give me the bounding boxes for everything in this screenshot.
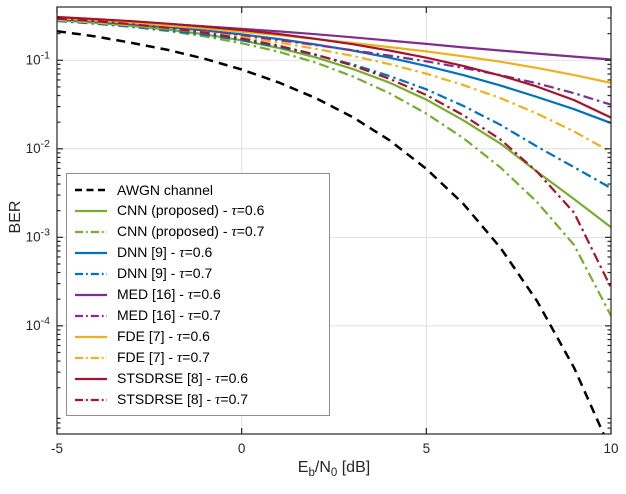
legend-label: STSDRSE [8] - τ=0.6	[117, 369, 249, 387]
legend-line-sample-med-tau06	[75, 293, 107, 296]
x-tick-label: 10	[603, 441, 618, 456]
series-dnn-tau06	[57, 18, 611, 125]
tau-symbol: τ	[187, 286, 194, 303]
x-label-sub-b: b	[308, 467, 315, 480]
tau-symbol: τ	[176, 328, 183, 345]
legend-line-sample-fde-tau07	[75, 356, 107, 359]
legend-label: STSDRSE [8] - τ=0.7	[117, 390, 249, 408]
legend-line-sample-stsdrse-tau06	[75, 377, 107, 380]
tau-symbol: τ	[187, 307, 194, 324]
legend-label: CNN (proposed) - τ=0.6	[117, 201, 265, 219]
y-tick-label: 10-3	[26, 226, 51, 244]
legend-item-med-tau06: MED [16] - τ=0.6	[74, 284, 325, 305]
legend-item-fde-tau07: FDE [7] - τ=0.7	[74, 347, 325, 368]
series-fde-tau07	[57, 18, 611, 153]
legend-line-sample-med-tau07	[75, 314, 107, 317]
axes-box	[56, 6, 612, 435]
legend-line-sample-dnn-tau06	[75, 251, 107, 254]
y-axis-label: BER	[7, 200, 24, 234]
x-label-part: [dB]	[337, 459, 371, 476]
x-tick-label: 0	[238, 441, 246, 456]
tau-symbol: τ	[176, 349, 183, 366]
series-dnn-tau07	[57, 19, 611, 190]
legend-line-sample-dnn-tau07	[75, 272, 107, 275]
legend-label: DNN [9] - τ=0.6	[117, 243, 213, 261]
y-tick-label: 10-2	[26, 138, 51, 156]
legend-item-awgn: AWGN channel	[74, 179, 325, 200]
legend-line-sample-cnn-tau07	[75, 230, 107, 233]
legend-label: MED [16] - τ=0.7	[117, 306, 221, 324]
y-tick-label: 10-1	[26, 49, 51, 67]
legend-label: CNN (proposed) - τ=0.7	[117, 222, 265, 240]
series-awgn	[57, 29, 605, 434]
tau-symbol: τ	[231, 202, 237, 219]
series-lines	[57, 15, 611, 434]
legend-item-med-tau07: MED [16] - τ=0.7	[74, 305, 325, 326]
series-cnn-tau07	[57, 19, 611, 317]
legend-line-sample-stsdrse-tau07	[75, 398, 107, 401]
legend-label: AWGN channel	[117, 181, 213, 198]
tau-symbol: τ	[231, 223, 237, 240]
series-med-tau07	[57, 18, 611, 106]
legend-item-cnn-tau07: CNN (proposed) - τ=0.7	[74, 221, 325, 242]
legend-item-dnn-tau07: DNN [9] - τ=0.7	[74, 263, 325, 284]
legend-label: MED [16] - τ=0.6	[117, 285, 221, 303]
x-tick-label: -5	[51, 441, 63, 456]
legend-label: DNN [9] - τ=0.7	[117, 264, 213, 282]
tick-marks	[56, 7, 612, 434]
x-axis-label: Eb/N0 [dB]	[57, 459, 611, 479]
legend-item-dnn-tau06: DNN [9] - τ=0.6	[74, 242, 325, 263]
legend-label: FDE [7] - τ=0.7	[117, 348, 210, 366]
legend-line-sample-cnn-tau06	[75, 209, 107, 212]
legend: AWGN channel CNN (proposed) - τ=0.6 CNN (p…	[66, 173, 330, 416]
legend-label: FDE [7] - τ=0.6	[117, 327, 210, 345]
legend-item-stsdrse-tau07: STSDRSE [8] - τ=0.7	[74, 389, 325, 410]
legend-item-fde-tau06: FDE [7] - τ=0.6	[74, 326, 325, 347]
x-label-part: E	[297, 459, 309, 476]
legend-line-sample-fde-tau06	[75, 335, 107, 338]
series-cnn-tau06	[57, 18, 611, 229]
x-label-part: /N	[314, 459, 331, 476]
tau-symbol: τ	[179, 265, 185, 282]
y-tick-label: 10-4	[26, 315, 51, 333]
legend-item-stsdrse-tau06: STSDRSE [8] - τ=0.6	[74, 368, 325, 389]
x-tick-label: 5	[423, 441, 431, 456]
tau-symbol: τ	[215, 391, 221, 408]
tau-symbol: τ	[179, 244, 185, 261]
x-label-sub-0: 0	[330, 467, 338, 480]
legend-line-sample-awgn	[75, 188, 107, 191]
tau-symbol: τ	[215, 370, 221, 387]
series-stsdrse-tau07	[57, 17, 611, 289]
series-stsdrse-tau06	[57, 15, 611, 119]
legend-item-cnn-tau06: CNN (proposed) - τ=0.6	[74, 200, 325, 221]
